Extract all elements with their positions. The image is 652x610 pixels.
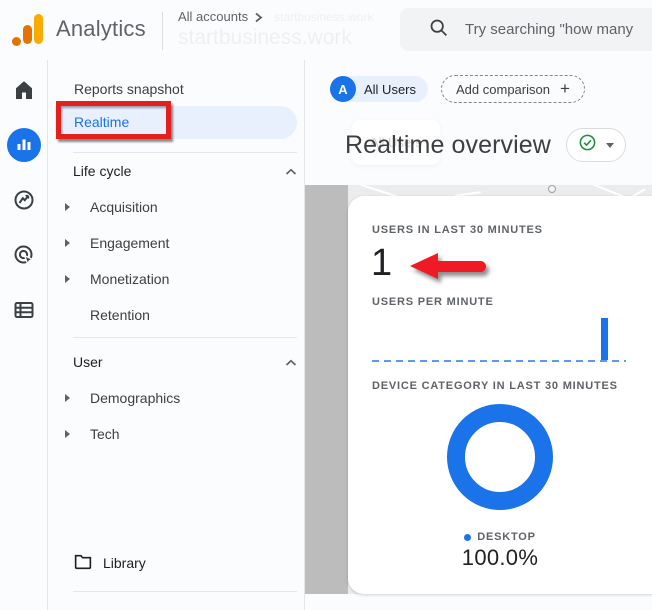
caret-down-icon bbox=[605, 142, 614, 148]
sidebar-item-tech[interactable]: Tech bbox=[58, 426, 297, 442]
sidebar-item-library[interactable]: Library bbox=[73, 552, 146, 573]
realtime-overview-card: USERS IN LAST 30 MINUTES 1 USERS PER MIN… bbox=[348, 196, 652, 594]
users-per-minute-chart bbox=[372, 316, 626, 362]
sidebar-item-acquisition[interactable]: Acquisition bbox=[58, 199, 297, 215]
reports-icon[interactable] bbox=[7, 128, 41, 162]
device-category-label: DEVICE CATEGORY IN LAST 30 MINUTES bbox=[372, 380, 618, 392]
breadcrumb-all-accounts[interactable]: All accounts bbox=[178, 9, 249, 24]
search-icon bbox=[428, 17, 449, 43]
expand-triangle-icon[interactable] bbox=[65, 275, 70, 283]
page-title-row: Realtime overview bbox=[345, 128, 626, 162]
chevron-up-icon[interactable] bbox=[285, 163, 297, 179]
page-title: Realtime overview bbox=[345, 130, 551, 159]
add-comparison-button[interactable]: Add comparison + bbox=[441, 75, 585, 103]
google-analytics-logo-icon[interactable] bbox=[12, 14, 44, 46]
comparison-chips-row: A All Users Add comparison + bbox=[330, 75, 585, 103]
folder-icon bbox=[73, 552, 93, 573]
plus-icon: + bbox=[559, 79, 570, 98]
annotation-red-arrow bbox=[410, 253, 490, 281]
map-city-marker bbox=[548, 185, 556, 193]
expand-triangle-icon[interactable] bbox=[65, 203, 70, 211]
navigation-rail: ⚙ bbox=[0, 60, 48, 610]
legend-dot-icon bbox=[464, 533, 472, 541]
search-input[interactable] bbox=[465, 21, 645, 38]
audience-avatar: A bbox=[330, 76, 356, 102]
sidebar-item-engagement[interactable]: Engagement bbox=[58, 235, 297, 251]
header-divider bbox=[162, 12, 163, 50]
expand-triangle-icon[interactable] bbox=[65, 239, 70, 247]
search-bar[interactable] bbox=[400, 8, 652, 51]
chevron-right-icon bbox=[253, 11, 263, 23]
chevron-up-icon[interactable] bbox=[285, 354, 297, 370]
chart-baseline bbox=[372, 360, 626, 362]
sidebar-item-monetization[interactable]: Monetization bbox=[58, 271, 297, 287]
configure-icon[interactable] bbox=[12, 298, 36, 322]
sidebar-item-demographics[interactable]: Demographics bbox=[58, 390, 297, 406]
sidebar-divider bbox=[73, 337, 297, 338]
expand-triangle-icon[interactable] bbox=[65, 394, 70, 402]
home-icon[interactable] bbox=[12, 78, 36, 102]
sidebar-item-retention[interactable]: Retention bbox=[90, 307, 150, 323]
sidebar-item-realtime-label: Realtime bbox=[74, 114, 130, 130]
account-name-faded: startbusiness.work bbox=[274, 9, 374, 24]
sidebar-section-life-cycle[interactable]: Life cycle bbox=[73, 163, 297, 179]
main-content: A All Users Add comparison + All Users R… bbox=[305, 60, 652, 610]
reports-sidebar: Reports snapshot Realtime Life cycle Acq… bbox=[48, 60, 305, 610]
map-region-shading bbox=[305, 185, 348, 594]
explore-icon[interactable] bbox=[12, 188, 36, 212]
check-circle-icon bbox=[578, 133, 597, 157]
sidebar-item-realtime[interactable]: Realtime bbox=[55, 106, 297, 139]
sidebar-section-user[interactable]: User bbox=[73, 354, 297, 370]
users-30min-value: 1 bbox=[371, 242, 393, 284]
data-quality-dropdown[interactable] bbox=[565, 128, 626, 162]
all-users-chip[interactable]: A All Users bbox=[330, 76, 429, 102]
annotation-red-box bbox=[56, 101, 171, 139]
app-title: Analytics bbox=[56, 16, 146, 41]
audience-tooltip-faded: All Users bbox=[352, 120, 440, 165]
device-donut-chart bbox=[348, 400, 652, 514]
donut-legend: DESKTOP bbox=[348, 531, 652, 543]
desktop-percentage: 100.0% bbox=[461, 545, 539, 570]
users-per-minute-label: USERS PER MINUTE bbox=[372, 296, 494, 308]
users-30min-label: USERS IN LAST 30 MINUTES bbox=[372, 224, 543, 236]
users-per-minute-bar bbox=[600, 318, 608, 360]
top-app-bar: Analytics All accounts startbusiness.wor… bbox=[0, 0, 652, 60]
advertising-icon[interactable] bbox=[12, 243, 36, 267]
donut-segment-desktop bbox=[447, 404, 553, 510]
sidebar-divider bbox=[73, 152, 297, 153]
expand-triangle-icon[interactable] bbox=[65, 430, 70, 438]
breadcrumb[interactable]: All accounts startbusiness.work bbox=[178, 9, 373, 24]
sidebar-divider bbox=[73, 591, 297, 592]
property-name-faded: startbusiness.work bbox=[178, 26, 352, 49]
sidebar-item-reports-snapshot[interactable]: Reports snapshot bbox=[74, 81, 184, 97]
legend-label: DESKTOP bbox=[477, 531, 536, 543]
